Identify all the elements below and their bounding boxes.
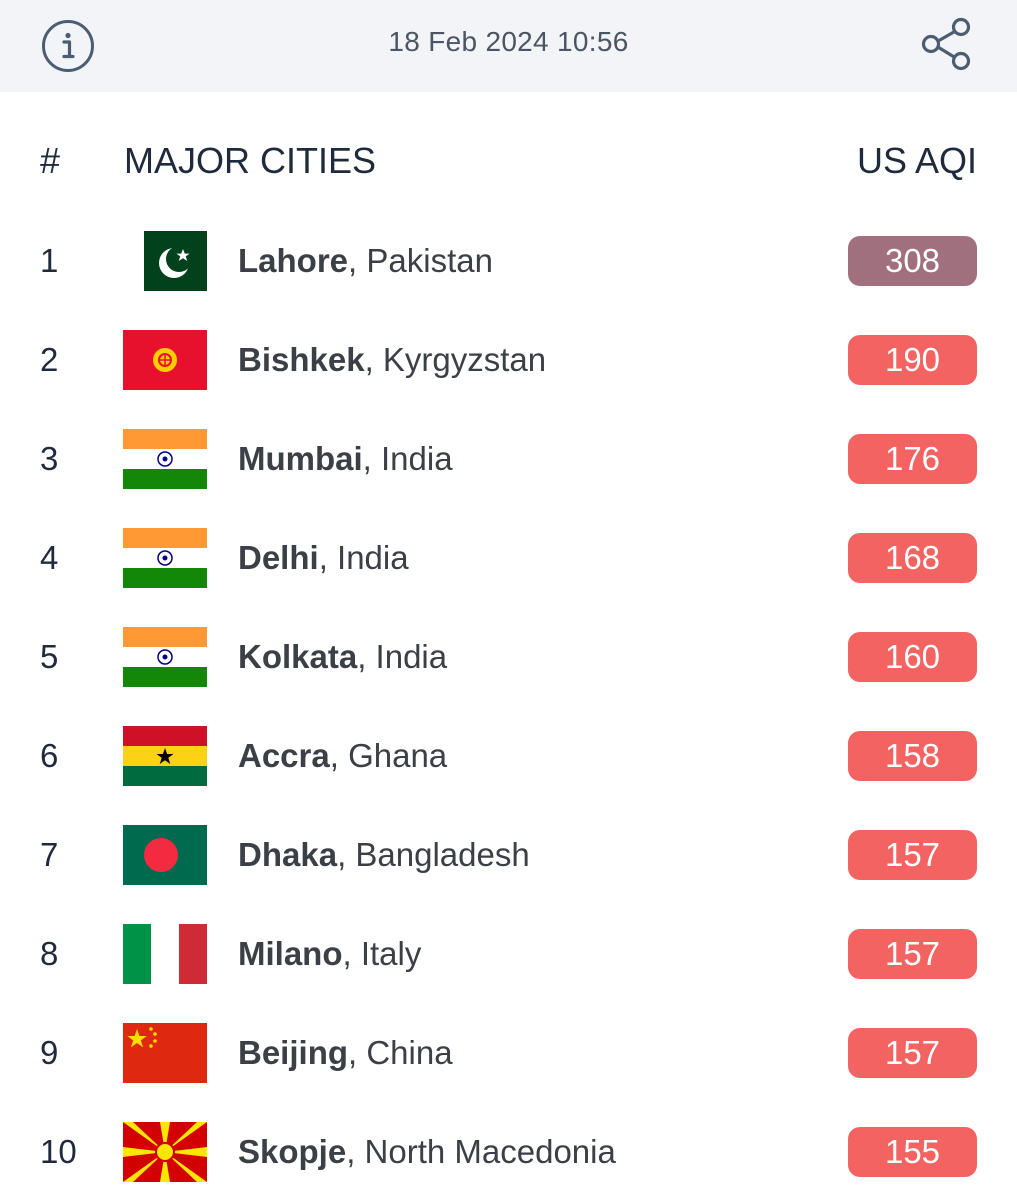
aqi-badge: 176 (848, 434, 977, 484)
city-name: Beijing (238, 1034, 349, 1071)
list-item[interactable]: 10 Skopje, North Macedonia 155 (0, 1105, 1017, 1204)
top-bar: 18 Feb 2024 10:56 (0, 0, 1017, 92)
city-name: Dhaka (238, 836, 338, 873)
country-name: , India (362, 440, 453, 477)
city-label: Kolkata, India (238, 638, 447, 676)
india-flag-icon (123, 627, 207, 687)
china-flag-icon (123, 1023, 207, 1083)
rank-number: 9 (40, 1034, 59, 1071)
aqi-badge: 157 (848, 830, 977, 880)
city-name: Milano (238, 935, 343, 972)
list-item[interactable]: 1 Lahore, Pakistan 308 (0, 214, 1017, 313)
rank-number: 6 (40, 737, 59, 774)
pakistan-flag-icon (123, 231, 207, 291)
city-name: Bishkek (238, 341, 365, 378)
aqi-badge: 157 (848, 929, 977, 979)
ghana-flag-icon (123, 726, 207, 786)
country-name: , Italy (342, 935, 422, 972)
city-label: Milano, Italy (238, 935, 421, 973)
list-item[interactable]: 8 Milano, Italy 157 (0, 907, 1017, 1006)
country-name: , Pakistan (348, 242, 493, 279)
country-name: , India (357, 638, 448, 675)
city-name: Skopje (238, 1133, 347, 1170)
share-button[interactable] (920, 15, 974, 73)
rank-number: 1 (40, 242, 59, 279)
city-label: Delhi, India (238, 539, 409, 577)
city-label: Lahore, Pakistan (238, 242, 493, 280)
aqi-badge: 160 (848, 632, 977, 682)
list-item[interactable]: 2 Bishkek, Kyrgyzstan 190 (0, 313, 1017, 412)
city-label: Skopje, North Macedonia (238, 1133, 616, 1171)
aqi-badge: 157 (848, 1028, 977, 1078)
city-name: Accra (238, 737, 330, 774)
rank-number: 4 (40, 539, 59, 576)
city-name: Kolkata (238, 638, 358, 675)
info-button[interactable] (41, 19, 95, 73)
aqi-column-header: US AQI (856, 140, 977, 181)
ranking-header: # MAJOR CITIES US AQI (0, 140, 1017, 192)
rank-number: 5 (40, 638, 59, 675)
aqi-badge: 308 (848, 236, 977, 286)
city-ranking-list: 1 Lahore, Pakistan 308 2 Bishkek, Kyrgy (0, 214, 1017, 1204)
north-macedonia-flag-icon (123, 1122, 207, 1182)
timestamp: 18 Feb 2024 10:56 (388, 26, 629, 57)
bangladesh-flag-icon (123, 825, 207, 885)
country-name: , Ghana (329, 737, 448, 774)
rank-number: 3 (40, 440, 59, 477)
list-item[interactable]: 3 Mumbai, India 176 (0, 412, 1017, 511)
city-name: Delhi (238, 539, 319, 576)
country-name: , North Macedonia (346, 1133, 616, 1170)
list-item[interactable]: 9 Beijing, China 157 (0, 1006, 1017, 1105)
city-label: Bishkek, Kyrgyzstan (238, 341, 546, 379)
list-item[interactable]: 6 Accra, Ghana 158 (0, 709, 1017, 808)
india-flag-icon (123, 528, 207, 588)
india-flag-icon (123, 429, 207, 489)
list-item[interactable]: 5 Kolkata, India 160 (0, 610, 1017, 709)
rank-column-header: # (40, 140, 61, 181)
city-label: Mumbai, India (238, 440, 453, 478)
rank-number: 7 (40, 836, 59, 873)
rank-number: 8 (40, 935, 59, 972)
city-name: Lahore (238, 242, 349, 279)
share-icon (921, 17, 971, 71)
kyrgyzstan-flag-icon (123, 330, 207, 390)
rank-number: 2 (40, 341, 59, 378)
aqi-badge: 158 (848, 731, 977, 781)
list-item[interactable]: 7 Dhaka, Bangladesh 157 (0, 808, 1017, 907)
city-name: Mumbai (238, 440, 363, 477)
country-name: , India (318, 539, 409, 576)
city-label: Dhaka, Bangladesh (238, 836, 530, 874)
list-item[interactable]: 4 Delhi, India 168 (0, 511, 1017, 610)
city-label: Beijing, China (238, 1034, 453, 1072)
aqi-badge: 155 (848, 1127, 977, 1177)
info-icon (42, 20, 94, 72)
country-name: , Bangladesh (337, 836, 530, 873)
country-name: , China (348, 1034, 453, 1071)
aqi-badge: 190 (848, 335, 977, 385)
aqi-badge: 168 (848, 533, 977, 583)
country-name: , Kyrgyzstan (364, 341, 547, 378)
cities-column-header: MAJOR CITIES (124, 140, 377, 181)
italy-flag-icon (123, 924, 207, 984)
rank-number: 10 (40, 1133, 77, 1170)
city-label: Accra, Ghana (238, 737, 447, 775)
